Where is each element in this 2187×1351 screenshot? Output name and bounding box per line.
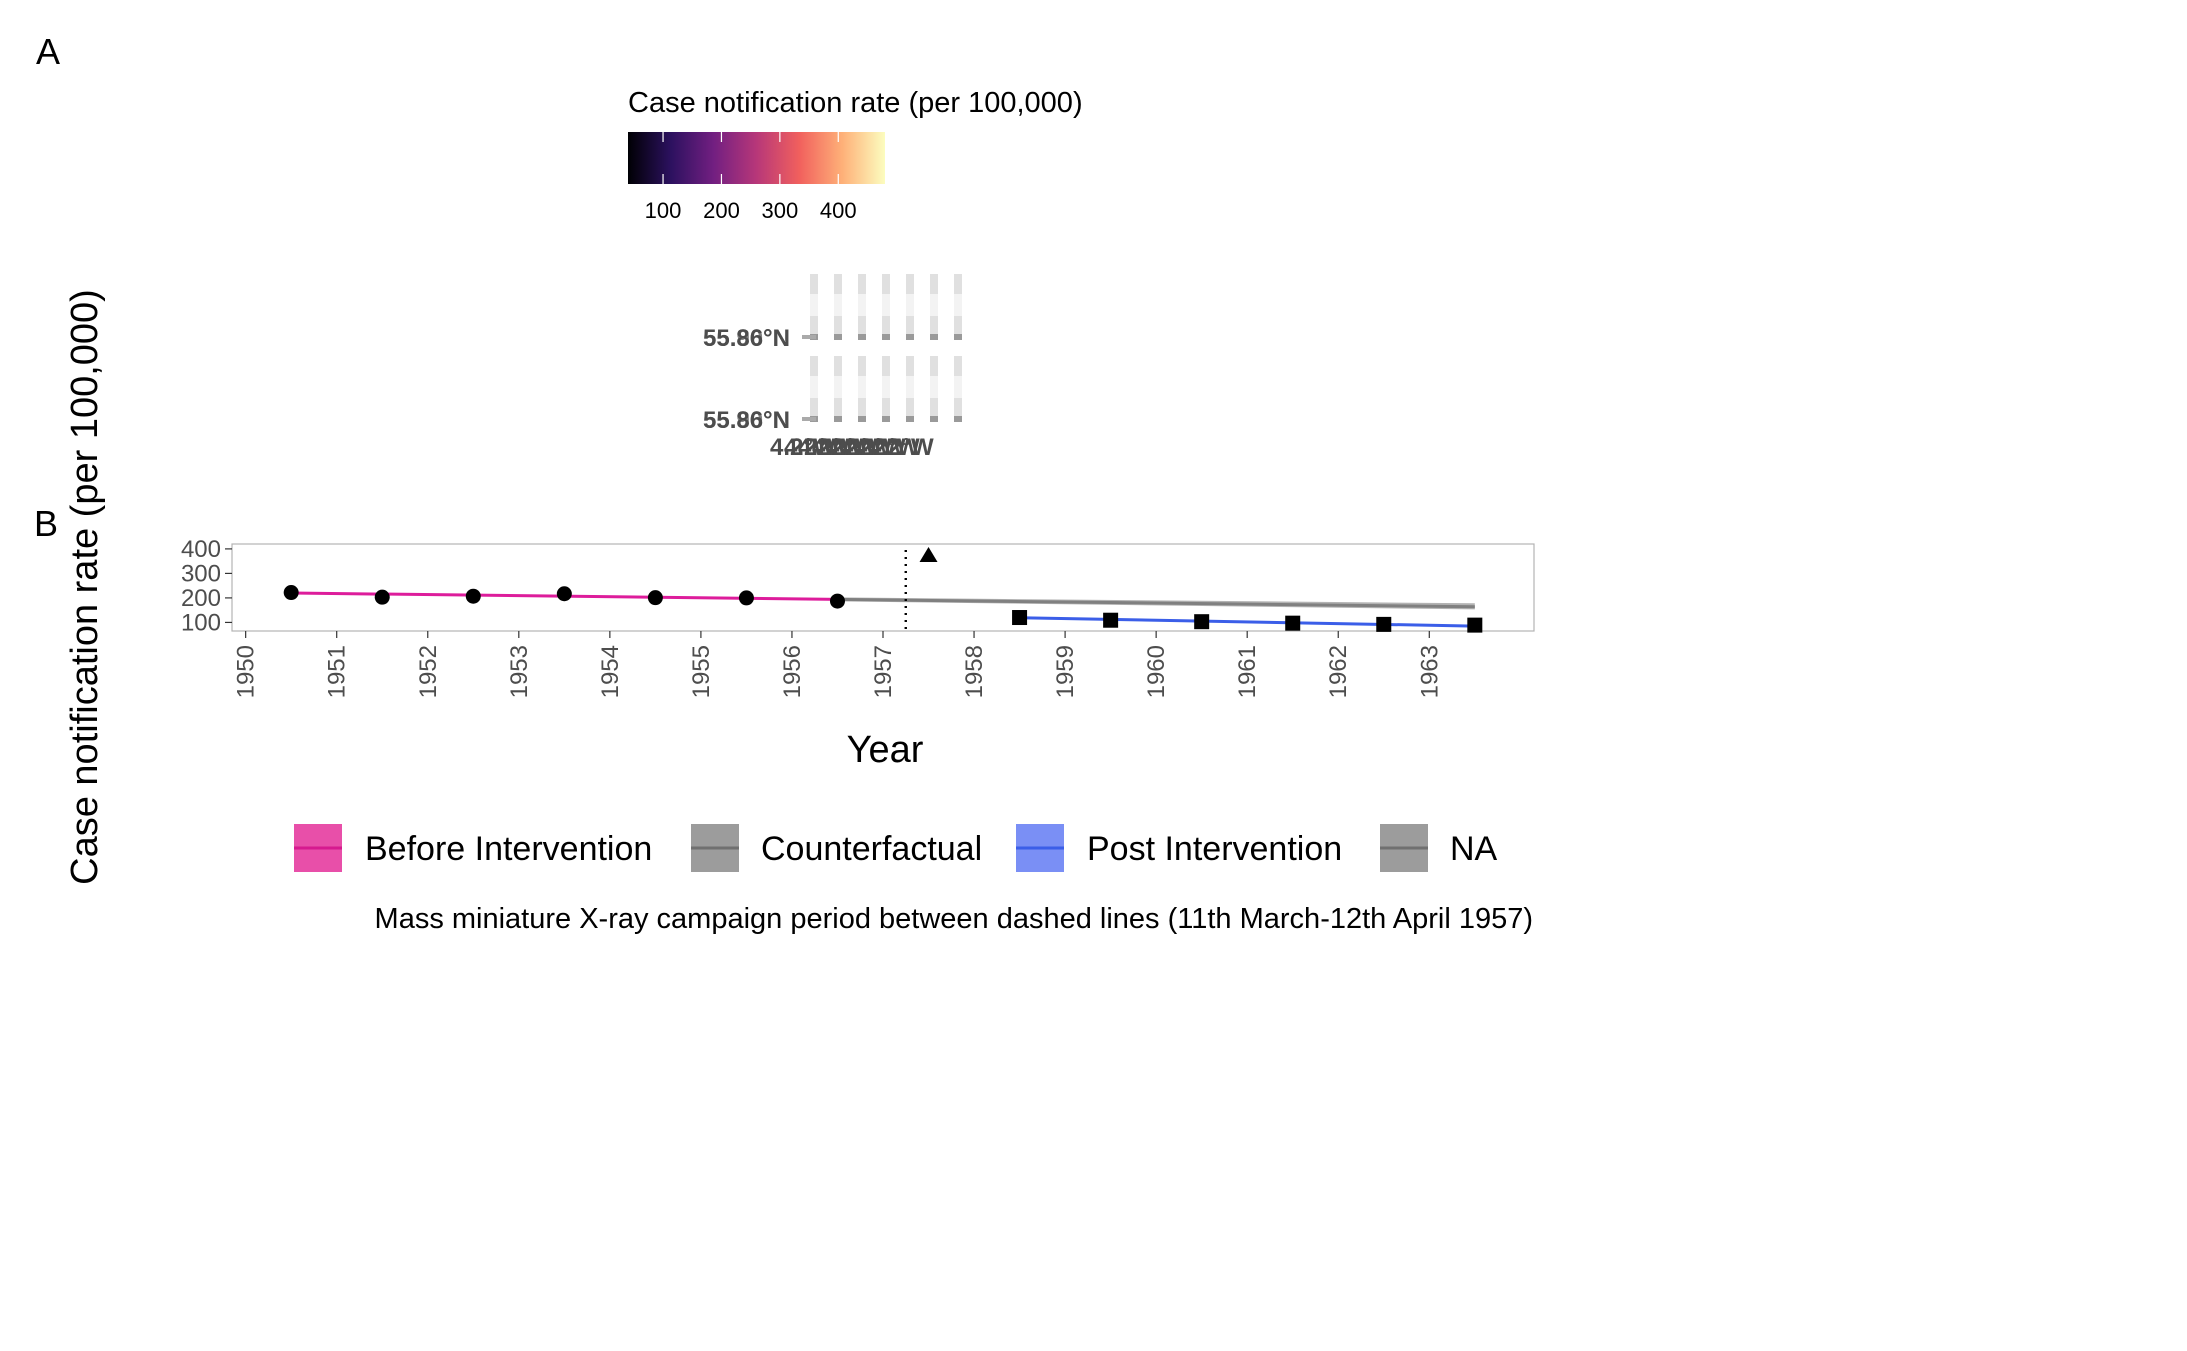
map-facet-strip: [834, 294, 842, 316]
series-legend: Before Intervention Counterfactual Post In…: [294, 824, 1498, 872]
panel-label-a: A: [36, 31, 60, 72]
x-tick-label: 1958: [961, 645, 988, 698]
map-facet-tick: [882, 416, 890, 422]
y-tick-label: 300: [181, 560, 221, 587]
x-tick-label: 1950: [233, 645, 260, 698]
data-point: [829, 593, 845, 609]
legend-label: Before Intervention: [365, 830, 652, 868]
colorbar-tick-label: 100: [645, 198, 682, 223]
data-point: [1012, 610, 1028, 626]
data-point: [283, 585, 299, 601]
map-facet-tick: [930, 416, 938, 422]
x-tick-label: 1956: [779, 645, 806, 698]
x-tick-label: 1962: [1325, 645, 1352, 698]
colorbar-title: Case notification rate (per 100,000): [628, 87, 1083, 119]
data-point: [1103, 612, 1119, 628]
plot-panel: [231, 543, 1535, 632]
lat-label: 55.90°N: [703, 407, 790, 434]
legend-label: Post Intervention: [1087, 830, 1342, 868]
lon-label: 4.2°W: [770, 434, 836, 461]
lon-label: 4.2°W: [840, 434, 906, 461]
map-facet-tick: [858, 334, 866, 340]
colorbar-tick-label: 400: [820, 198, 857, 223]
x-axis: 1950 1951 1952 1953 1954 1955 1956 1957 1958 1959…: [233, 631, 1443, 698]
panel-label-b: B: [34, 503, 58, 544]
map-facet-strip: [810, 376, 818, 398]
figure: A Case notification rate (per 100,000) 1…: [34, 31, 1535, 935]
plot-marks: [283, 547, 1483, 633]
colorbar-legend: Case notification rate (per 100,000) 100…: [628, 87, 1083, 223]
intervention-marker: [919, 547, 938, 563]
x-tick-label: 1957: [870, 645, 897, 698]
data-point: [738, 590, 754, 606]
map-facet-strip: [882, 376, 890, 398]
map-facet-strip: [906, 376, 914, 398]
y-axis-title: Case notification rate (per 100,000): [64, 289, 106, 885]
colorbar: [628, 132, 885, 184]
data-point: [1376, 616, 1392, 632]
map-panel: 55.86°N 55.90°N 55.86°N 55.90°N 4.2°W4.2…: [703, 274, 962, 461]
colorbar-tick-label: 200: [703, 198, 740, 223]
map-facet-strip: [954, 376, 962, 398]
map-facet-tick: [954, 416, 962, 422]
data-point: [1467, 617, 1483, 633]
map-facet-tick: [834, 416, 842, 422]
lat-label: 55.90°N: [703, 325, 790, 352]
x-tick-label: 1952: [415, 645, 442, 698]
lon-label: 4.2°W: [812, 434, 878, 461]
map-facet-tick: [954, 334, 962, 340]
map-facet-tick: [930, 334, 938, 340]
lon-label: 4.2°W: [868, 434, 934, 461]
y-tick-label: 400: [181, 536, 221, 563]
data-point: [374, 589, 390, 605]
map-facet-strip: [906, 294, 914, 316]
colorbar-ticks: 100 200 300 400: [645, 132, 857, 223]
colorbar-tick-label: 300: [762, 198, 799, 223]
map-facet-strip: [930, 294, 938, 316]
series-line: [837, 597, 1475, 609]
legend-label: Counterfactual: [761, 830, 982, 868]
data-point: [647, 590, 663, 606]
x-tick-label: 1963: [1416, 645, 1443, 698]
lon-label: 4.2°W: [798, 434, 864, 461]
map-facet-strip: [954, 294, 962, 316]
caption: Mass miniature X-ray campaign period bet…: [375, 903, 1533, 935]
map-facet-strip: [930, 376, 938, 398]
map-facet-strip: [834, 376, 842, 398]
map-facet-strip: [858, 376, 866, 398]
x-tick-label: 1960: [1143, 645, 1170, 698]
lon-labels: 4.2°W4.2°W4.2°W4.2°W4.2°W4.2°W4.2°W4.2°W: [770, 434, 934, 461]
lat-label: 55.86°N: [703, 407, 790, 434]
map-facet-strip: [858, 294, 866, 316]
x-tick-label: 1961: [1234, 645, 1261, 698]
data-point: [1194, 614, 1210, 630]
x-tick-label: 1959: [1052, 645, 1079, 698]
y-tick-label: 100: [181, 609, 221, 636]
x-tick-label: 1951: [324, 645, 351, 698]
map-facet-tick: [906, 416, 914, 422]
data-point: [465, 588, 481, 604]
lon-label: 4.2°W: [784, 434, 850, 461]
lon-label: 4.2°W: [826, 434, 892, 461]
map-facet-tick: [882, 334, 890, 340]
data-point: [1285, 615, 1301, 631]
lat-label: 55.86°N: [703, 325, 790, 352]
legend-label: NA: [1450, 830, 1498, 868]
data-point: [556, 586, 572, 602]
x-tick-label: 1954: [597, 645, 624, 698]
x-tick-label: 1953: [506, 645, 533, 698]
map-facet-tick: [858, 416, 866, 422]
map-facet-tick: [834, 334, 842, 340]
map-facet-strip: [882, 294, 890, 316]
map-facet-tick: [906, 334, 914, 340]
map-facet-strip: [810, 294, 818, 316]
series-line: [1019, 616, 1475, 628]
lon-label: 4.2°W: [854, 434, 920, 461]
y-tick-label: 200: [181, 585, 221, 612]
x-axis-title: Year: [847, 729, 924, 771]
x-tick-label: 1955: [688, 645, 715, 698]
